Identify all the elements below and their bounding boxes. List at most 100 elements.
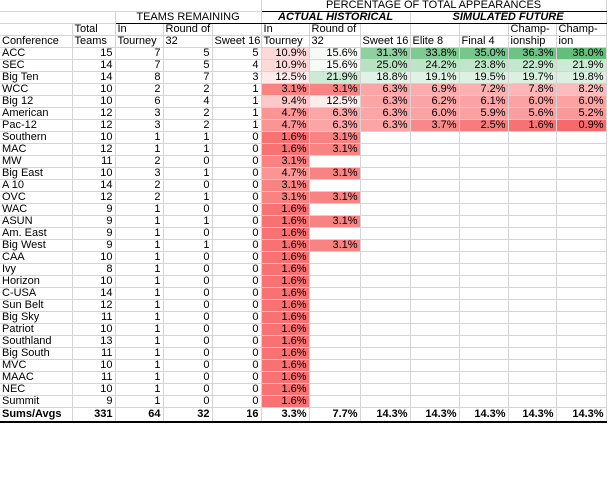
col-header-h_r32: 32 <box>309 35 361 48</box>
cell-champ <box>508 227 557 240</box>
cell-h_s16 <box>360 275 411 288</box>
cell-e8: 19.1% <box>409 71 460 84</box>
cell-h_in: 1.6% <box>260 299 310 312</box>
cell-h_s16 <box>360 287 411 300</box>
cell-h_r32: 3.1% <box>309 83 361 96</box>
pct-title: PERCENTAGE OF TOTAL APPEARANCES <box>260 0 607 12</box>
cell-s16: 0 <box>212 227 262 240</box>
cell-champ <box>508 143 557 156</box>
table-row: Horizon 10 1 0 0 1.6% <box>0 275 607 288</box>
cell-e8 <box>409 191 460 204</box>
cell-champ2 <box>556 203 607 216</box>
cell-f4: 2.5% <box>459 119 509 132</box>
cell-r32: 7 <box>163 71 213 84</box>
cell-h_in: 4.7% <box>260 167 310 180</box>
cell-conf: A 10 <box>0 179 73 192</box>
cell-r32: 0 <box>163 371 213 384</box>
cell-h_in: 1.6% <box>260 323 310 336</box>
cell-h_r32: 12.5% <box>309 95 361 108</box>
col-header-in-top: In <box>115 23 164 36</box>
cell-f4: 35.0% <box>459 47 509 60</box>
col-header-champ-top: Champ- <box>508 23 557 36</box>
cell-h_s16 <box>360 155 411 168</box>
cell-f4 <box>459 359 509 372</box>
cell-total: 10 <box>72 131 116 144</box>
cell-s16: 0 <box>212 383 262 396</box>
cell-h_s16 <box>360 143 411 156</box>
cell-r32: 0 <box>163 395 213 408</box>
cell-champ2 <box>556 179 607 192</box>
cell-f4 <box>459 239 509 252</box>
cell-h_r32 <box>309 371 361 384</box>
cell-total: 10 <box>72 323 116 336</box>
cell-h_s16: 25.0% <box>360 59 411 72</box>
cell-r32: 4 <box>163 95 213 108</box>
cell-conf: OVC <box>0 191 73 204</box>
cell-total: 11 <box>72 371 116 384</box>
cell-total: 12 <box>72 107 116 120</box>
table-row: Big South 11 1 0 0 1.6% <box>0 347 607 360</box>
cell-champ2: 6.0% <box>556 95 607 108</box>
cell-conf: Summit <box>0 395 73 408</box>
cell-conf: Big Sky <box>0 311 73 324</box>
cell-total: 11 <box>72 347 116 360</box>
cell-r32: 2 <box>163 119 213 132</box>
cell-h_in: 1.6% <box>260 335 310 348</box>
cell-r32: 1 <box>163 143 213 156</box>
cell-s16: 0 <box>212 359 262 372</box>
cell-champ2: 5.2% <box>556 107 607 120</box>
sum-r32: 32 <box>163 407 213 423</box>
table-row: MVC 10 1 0 0 1.6% <box>0 359 607 372</box>
cell-champ2 <box>556 371 607 384</box>
table-row: WCC 10 2 2 1 3.1% 3.1% 6.3% 6.9% 7.2% 7.8% 8.2% <box>0 83 607 96</box>
col-header-h_r32-top: Round of <box>309 23 361 36</box>
table-row: A 10 14 2 0 0 3.1% <box>0 179 607 192</box>
table-row: Summit 9 1 0 0 1.6% <box>0 395 607 408</box>
cell-in: 1 <box>115 383 164 396</box>
cell-s16: 0 <box>212 131 262 144</box>
cell-f4 <box>459 251 509 264</box>
table-row: Southland 13 1 0 0 1.6% <box>0 335 607 348</box>
table-row: Am. East 9 1 0 0 1.6% <box>0 227 607 240</box>
cell-e8 <box>409 383 460 396</box>
cell-champ2 <box>556 395 607 408</box>
cell-champ2 <box>556 383 607 396</box>
cell-f4 <box>459 215 509 228</box>
cell-champ2 <box>556 287 607 300</box>
col-header-s16: Sweet 16 <box>212 35 262 48</box>
cell-total: 9 <box>72 227 116 240</box>
cell-in: 1 <box>115 311 164 324</box>
cell-in: 1 <box>115 347 164 360</box>
cell-in: 1 <box>115 263 164 276</box>
table-row: OVC 12 2 1 0 3.1% 3.1% <box>0 191 607 204</box>
table-row: CAA 10 1 0 0 1.6% <box>0 251 607 264</box>
cell-f4 <box>459 383 509 396</box>
cell-f4 <box>459 395 509 408</box>
cell-s16: 0 <box>212 179 262 192</box>
cell-e8 <box>409 251 460 264</box>
cell-champ2 <box>556 311 607 324</box>
col-header-in: Tourney <box>115 35 164 48</box>
cell-total: 10 <box>72 251 116 264</box>
cell-f4 <box>459 167 509 180</box>
cell-f4 <box>459 335 509 348</box>
cell-f4: 23.8% <box>459 59 509 72</box>
col-header-champ: ionship <box>508 35 557 48</box>
col-header-h_in-top: In <box>260 23 310 36</box>
sum-conf: Sums/Avgs <box>0 407 73 423</box>
cell-conf: Southland <box>0 335 73 348</box>
table-row: NEC 10 1 0 0 1.6% <box>0 383 607 396</box>
cell-total: 11 <box>72 311 116 324</box>
cell-s16: 0 <box>212 323 262 336</box>
cell-h_s16 <box>360 167 411 180</box>
cell-total: 9 <box>72 215 116 228</box>
cell-conf: Big East <box>0 167 73 180</box>
cell-h_in: 3.1% <box>260 83 310 96</box>
cell-s16: 0 <box>212 239 262 252</box>
cell-f4: 6.1% <box>459 95 509 108</box>
cell-in: 1 <box>115 395 164 408</box>
cell-h_r32 <box>309 335 361 348</box>
cell-conf: Sun Belt <box>0 299 73 312</box>
cell-champ <box>508 359 557 372</box>
cell-h_in: 1.6% <box>260 251 310 264</box>
